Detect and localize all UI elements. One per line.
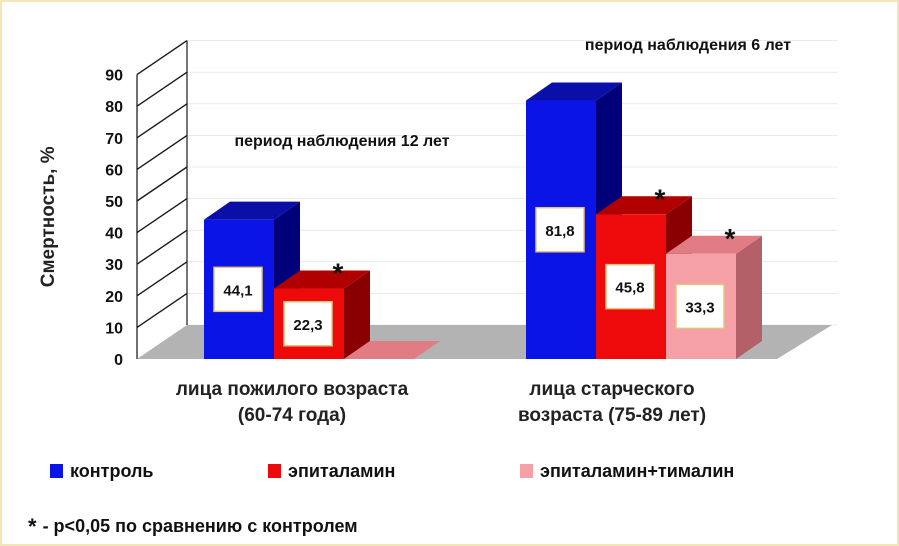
- gridline-diagonal: [136, 103, 188, 139]
- gridline-diagonal: [136, 71, 188, 107]
- legend-label: контроль: [70, 461, 154, 481]
- y-tick-label: 90: [105, 68, 123, 85]
- bar-side: [736, 235, 762, 359]
- gridline-diagonal: [136, 229, 188, 265]
- bar-flat: [344, 341, 440, 359]
- data-label: 22,3: [293, 317, 322, 334]
- x-category-label: (60-74 года): [238, 405, 346, 426]
- data-label: 33,3: [685, 299, 714, 316]
- gridline-diagonal: [136, 292, 188, 328]
- legend-label: эпиталамин: [288, 461, 395, 481]
- legend-swatch: [50, 464, 63, 478]
- gridline-diagonal: [136, 134, 188, 170]
- data-label-box: [283, 301, 333, 347]
- bar-top: [204, 201, 300, 220]
- gridline-diagonal: [136, 261, 188, 297]
- y-axis-title: Смертность, %: [38, 146, 59, 287]
- data-label-box: [605, 263, 655, 310]
- footnote-text: - p<0,05 по сравнению с контролем: [42, 516, 358, 536]
- data-label-box: [535, 207, 585, 253]
- y-tick-label: 0: [114, 352, 123, 369]
- period-label: период наблюдения 12 лет: [234, 133, 449, 150]
- footnote-marker: *: [28, 514, 37, 539]
- y-tick-label: 10: [105, 320, 123, 337]
- x-category-label: возраста (75-89 лет): [518, 405, 706, 426]
- significance-marker: *: [725, 223, 736, 254]
- bar-top: [666, 235, 762, 254]
- data-label-box: [675, 283, 725, 330]
- significance-marker: *: [655, 183, 666, 214]
- gridline-diagonal: [136, 198, 188, 234]
- y-tick-label: 70: [105, 131, 123, 148]
- footnote: * - p<0,05 по сравнению с контролем: [28, 514, 358, 540]
- data-label: 44,1: [223, 282, 252, 299]
- y-tick-label: 80: [105, 99, 123, 116]
- bar-top: [274, 270, 370, 289]
- bar-top: [596, 196, 692, 215]
- gridline-diagonal: [136, 166, 188, 202]
- y-tick-label: 30: [105, 257, 123, 274]
- y-tick-label: 50: [105, 194, 123, 211]
- period-label: период наблюдения 6 лет: [585, 37, 791, 54]
- data-label: 45,8: [615, 280, 644, 297]
- significance-marker: *: [333, 258, 344, 289]
- bar-top: [526, 82, 622, 101]
- x-category-label: лица пожилого возраста: [176, 379, 409, 400]
- y-tick-label: 20: [105, 289, 123, 306]
- data-label: 81,8: [545, 223, 574, 240]
- legend-swatch: [268, 464, 281, 478]
- bar-side: [344, 270, 370, 359]
- y-tick-label: 60: [105, 162, 123, 179]
- legend-swatch: [520, 464, 533, 478]
- data-label-box: [213, 266, 263, 313]
- y-tick-label: 40: [105, 226, 123, 243]
- gridline-diagonal: [136, 40, 188, 76]
- x-category-label: лица старческого: [529, 379, 694, 400]
- legend-label: эпиталамин+тималин: [540, 461, 734, 481]
